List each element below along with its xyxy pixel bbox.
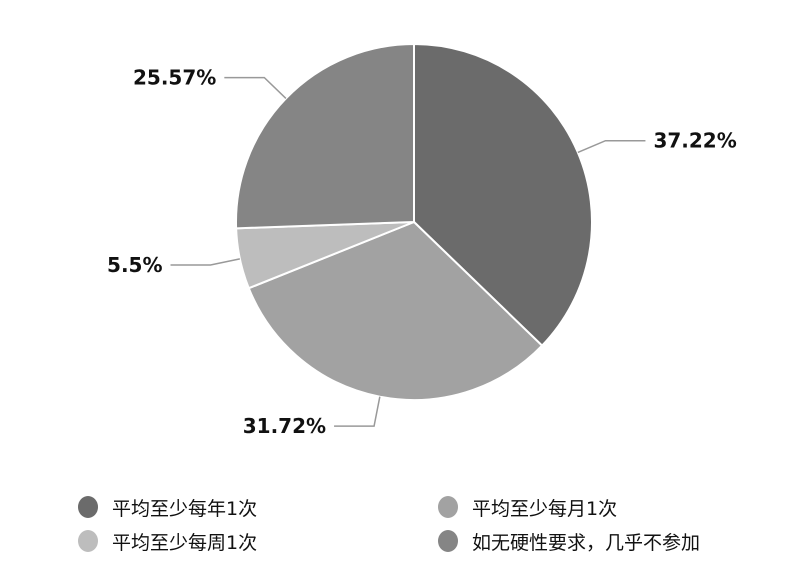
legend-item: 平均至少每周1次 [78,528,438,554]
data-label: 25.57% [133,66,216,90]
legend-swatch-icon [78,530,98,552]
legend: 平均至少每年1次 平均至少每月1次 平均至少每周1次 如无硬性要求，几乎不参加 [78,494,778,554]
leader-line [334,396,381,427]
legend-item: 平均至少每月1次 [438,494,778,520]
legend-swatch-icon [78,496,98,518]
legend-item: 如无硬性要求，几乎不参加 [438,528,778,554]
leader-line [224,76,287,99]
legend-label: 平均至少每年1次 [112,497,258,520]
legend-swatch-icon [438,496,458,518]
legend-swatch-icon [438,530,458,552]
data-label: 5.5% [107,253,162,277]
legend-label: 如无硬性要求，几乎不参加 [472,531,701,554]
leader-line [577,139,646,154]
data-label: 37.22% [653,129,736,153]
leader-line [170,258,241,266]
legend-label: 平均至少每月1次 [472,497,618,520]
pie-slice [247,220,544,401]
data-label: 31.72% [243,414,326,438]
pie-slice [235,42,415,230]
legend-item: 平均至少每年1次 [78,494,438,520]
legend-label: 平均至少每周1次 [112,531,258,554]
